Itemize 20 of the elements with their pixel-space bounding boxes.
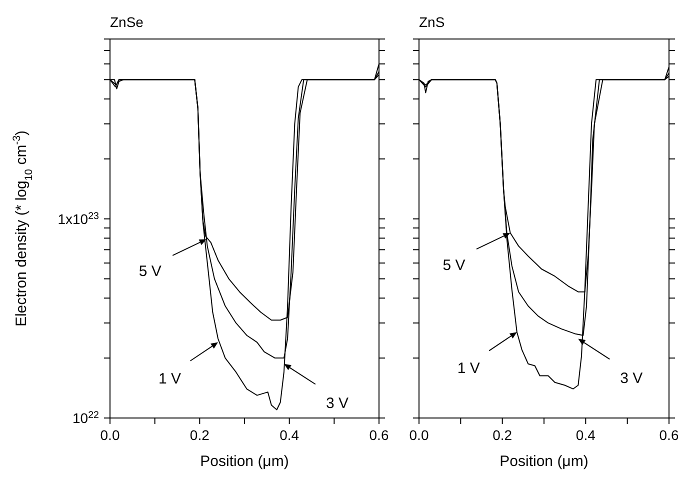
x-tick-label: 0.2 bbox=[492, 427, 512, 443]
annotation: 1 V bbox=[158, 370, 182, 388]
chart-title: ZnS bbox=[419, 14, 445, 30]
x-tick-label: 0.4 bbox=[576, 427, 596, 443]
y-tick-label: 10$^{22}$ bbox=[72, 410, 99, 426]
annotation: 3 V bbox=[326, 394, 348, 412]
chart-title: ZnSe bbox=[110, 14, 144, 30]
x-tick-label: 0.0 bbox=[409, 427, 429, 443]
x-tick-label: 0.0 bbox=[100, 427, 120, 443]
annotation: 3 V bbox=[620, 370, 643, 387]
x-tick-label: 0.4 bbox=[280, 427, 300, 443]
annotation: 5 V bbox=[138, 263, 162, 280]
x-axis-title: Position (μm) bbox=[500, 453, 588, 470]
annotation: 5 V bbox=[442, 256, 466, 274]
x-tick-label: 0.2 bbox=[190, 427, 210, 443]
x-tick-label: 0.6 bbox=[659, 427, 679, 443]
annotation: 1 V bbox=[457, 360, 480, 378]
x-axis-title: Position (μm) bbox=[200, 453, 289, 470]
y-tick-label: 1x10$^{23}$ bbox=[58, 210, 100, 227]
x-tick-label: 0.6 bbox=[369, 427, 389, 443]
